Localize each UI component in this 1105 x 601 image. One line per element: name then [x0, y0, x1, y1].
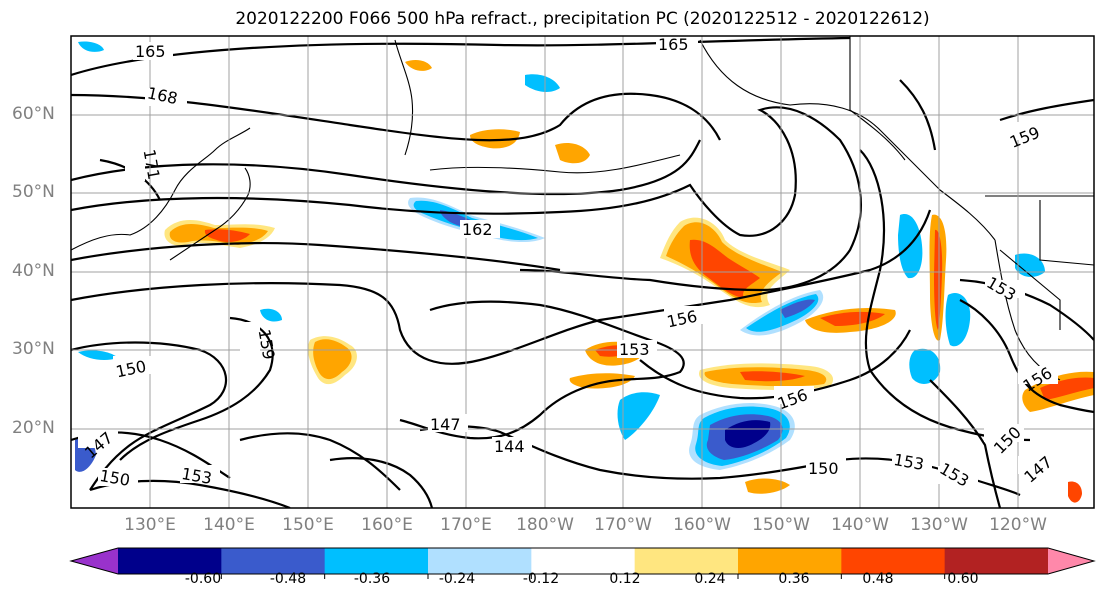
- coastline-kamchatka: [394, 39, 414, 156]
- lon-label: 170°E: [440, 515, 492, 535]
- lat-label: 50°N: [12, 182, 55, 202]
- map-title: 2020122200 F066 500 hPa refract., precip…: [235, 9, 930, 29]
- contour-label: 147: [430, 415, 461, 434]
- contour-line: [399, 300, 685, 440]
- colorbar-segment: [944, 548, 1049, 574]
- contour-label: 153: [619, 340, 650, 359]
- colorbar-tick-label: 0.12: [609, 571, 641, 587]
- contour-line: [959, 278, 1094, 341]
- contour-label: 165: [658, 35, 689, 54]
- colorbar-segment: [841, 548, 946, 574]
- precip-negative-patch: [780, 299, 815, 318]
- contour-label: 162: [462, 220, 493, 239]
- lon-label: 140°W: [831, 515, 889, 535]
- lon-label: 130°E: [124, 515, 176, 535]
- colorbar-tick-label: -0.48: [269, 571, 307, 587]
- colorbar-segment: [428, 548, 532, 574]
- colorbar-segment: [221, 548, 326, 574]
- lat-label: 30°N: [12, 339, 55, 359]
- precip-positive-patch: [204, 229, 250, 243]
- precip-positive-patch: [569, 373, 635, 389]
- contour-line: [329, 457, 434, 508]
- colorbar-extend-high: [1048, 548, 1094, 574]
- contour-line: [859, 149, 1031, 442]
- precip-negative-patch: [945, 292, 971, 347]
- precip-negative-patch: [78, 350, 118, 360]
- contour-label: 150: [808, 459, 839, 478]
- colorbar-tick-label: 0.60: [947, 571, 979, 587]
- colorbar: [69, 547, 1096, 579]
- contour-line: [71, 209, 932, 365]
- precip-negative-patch: [617, 392, 660, 440]
- precip-positive-patch: [689, 239, 760, 298]
- contour-line: [71, 341, 228, 491]
- colorbar-outline: [69, 547, 1096, 575]
- contour-label-layer: 165 165 168 171 162 159 159 156 156 156 …: [78, 35, 1058, 491]
- contour-label: 165: [135, 42, 166, 61]
- colorbar-segment: [118, 548, 222, 574]
- colorbar-segment: [324, 548, 429, 574]
- contour-line: [71, 139, 701, 196]
- precip-positive-patch: [405, 60, 432, 71]
- lon-label: 140°E: [203, 515, 255, 535]
- precip-positive-patch: [313, 339, 352, 380]
- precip-positive-patch: [740, 371, 805, 382]
- contour-line: [239, 432, 401, 491]
- lon-label: 160°W: [673, 515, 731, 535]
- border-alaska-canada: [849, 36, 906, 161]
- colorbar-tick-label: -0.12: [522, 571, 560, 587]
- precip-negative-patch: [725, 420, 771, 448]
- colorbar-tick-label: -0.36: [353, 571, 391, 587]
- contour-line: [71, 106, 862, 292]
- precip-positive-patch: [470, 129, 520, 149]
- coastline-asia: [71, 127, 251, 251]
- precip-negative-patch: [260, 308, 282, 322]
- map-frame-border: [70, 35, 1095, 509]
- contour-line: [929, 379, 1002, 508]
- precip-negative-patch: [78, 41, 104, 52]
- precip-positive-patch: [745, 478, 790, 494]
- precip-positive-patch: [1068, 481, 1082, 503]
- precip-negative-patch: [525, 74, 560, 92]
- colorbar-tick-label: -0.24: [438, 571, 476, 587]
- lon-label: 150°W: [752, 515, 810, 535]
- colorbar-extend-low: [71, 548, 118, 574]
- contour-line: [119, 316, 274, 461]
- colorbar-tick-label: -0.60: [184, 571, 222, 587]
- colorbar-segment: [634, 548, 739, 574]
- lon-label: 170°W: [594, 515, 652, 535]
- contour-line: [899, 79, 937, 151]
- lon-label: 160°E: [361, 515, 413, 535]
- precip-negative-patch: [909, 348, 941, 384]
- colorbar-segment: [738, 548, 842, 574]
- precip-negative-patch: [1015, 253, 1045, 277]
- colorbar-tick-label: 0.48: [862, 571, 894, 587]
- border-state: [999, 249, 1061, 330]
- border-state: [1039, 200, 1094, 266]
- precip-positive-patch: [555, 143, 590, 164]
- lon-label: 130°W: [910, 515, 968, 535]
- coastline-aleutians: [429, 154, 681, 174]
- lat-label: 60°N: [12, 104, 55, 124]
- contour-label: 144: [494, 437, 525, 456]
- contour-line: [71, 92, 721, 142]
- lat-label: 40°N: [12, 261, 55, 281]
- lat-label: 20°N: [12, 418, 55, 438]
- colorbar-tick-label: 0.36: [778, 571, 810, 587]
- precip-positive-patch: [934, 229, 943, 330]
- colorbar-tick-label: 0.24: [694, 571, 726, 587]
- lon-label: 180°W: [516, 515, 574, 535]
- contour-line: [999, 98, 1094, 122]
- lon-label: 150°E: [282, 515, 334, 535]
- colorbar-segment: [531, 548, 636, 574]
- lon-label: 120°W: [989, 515, 1047, 535]
- coastline-alaska: [699, 39, 996, 241]
